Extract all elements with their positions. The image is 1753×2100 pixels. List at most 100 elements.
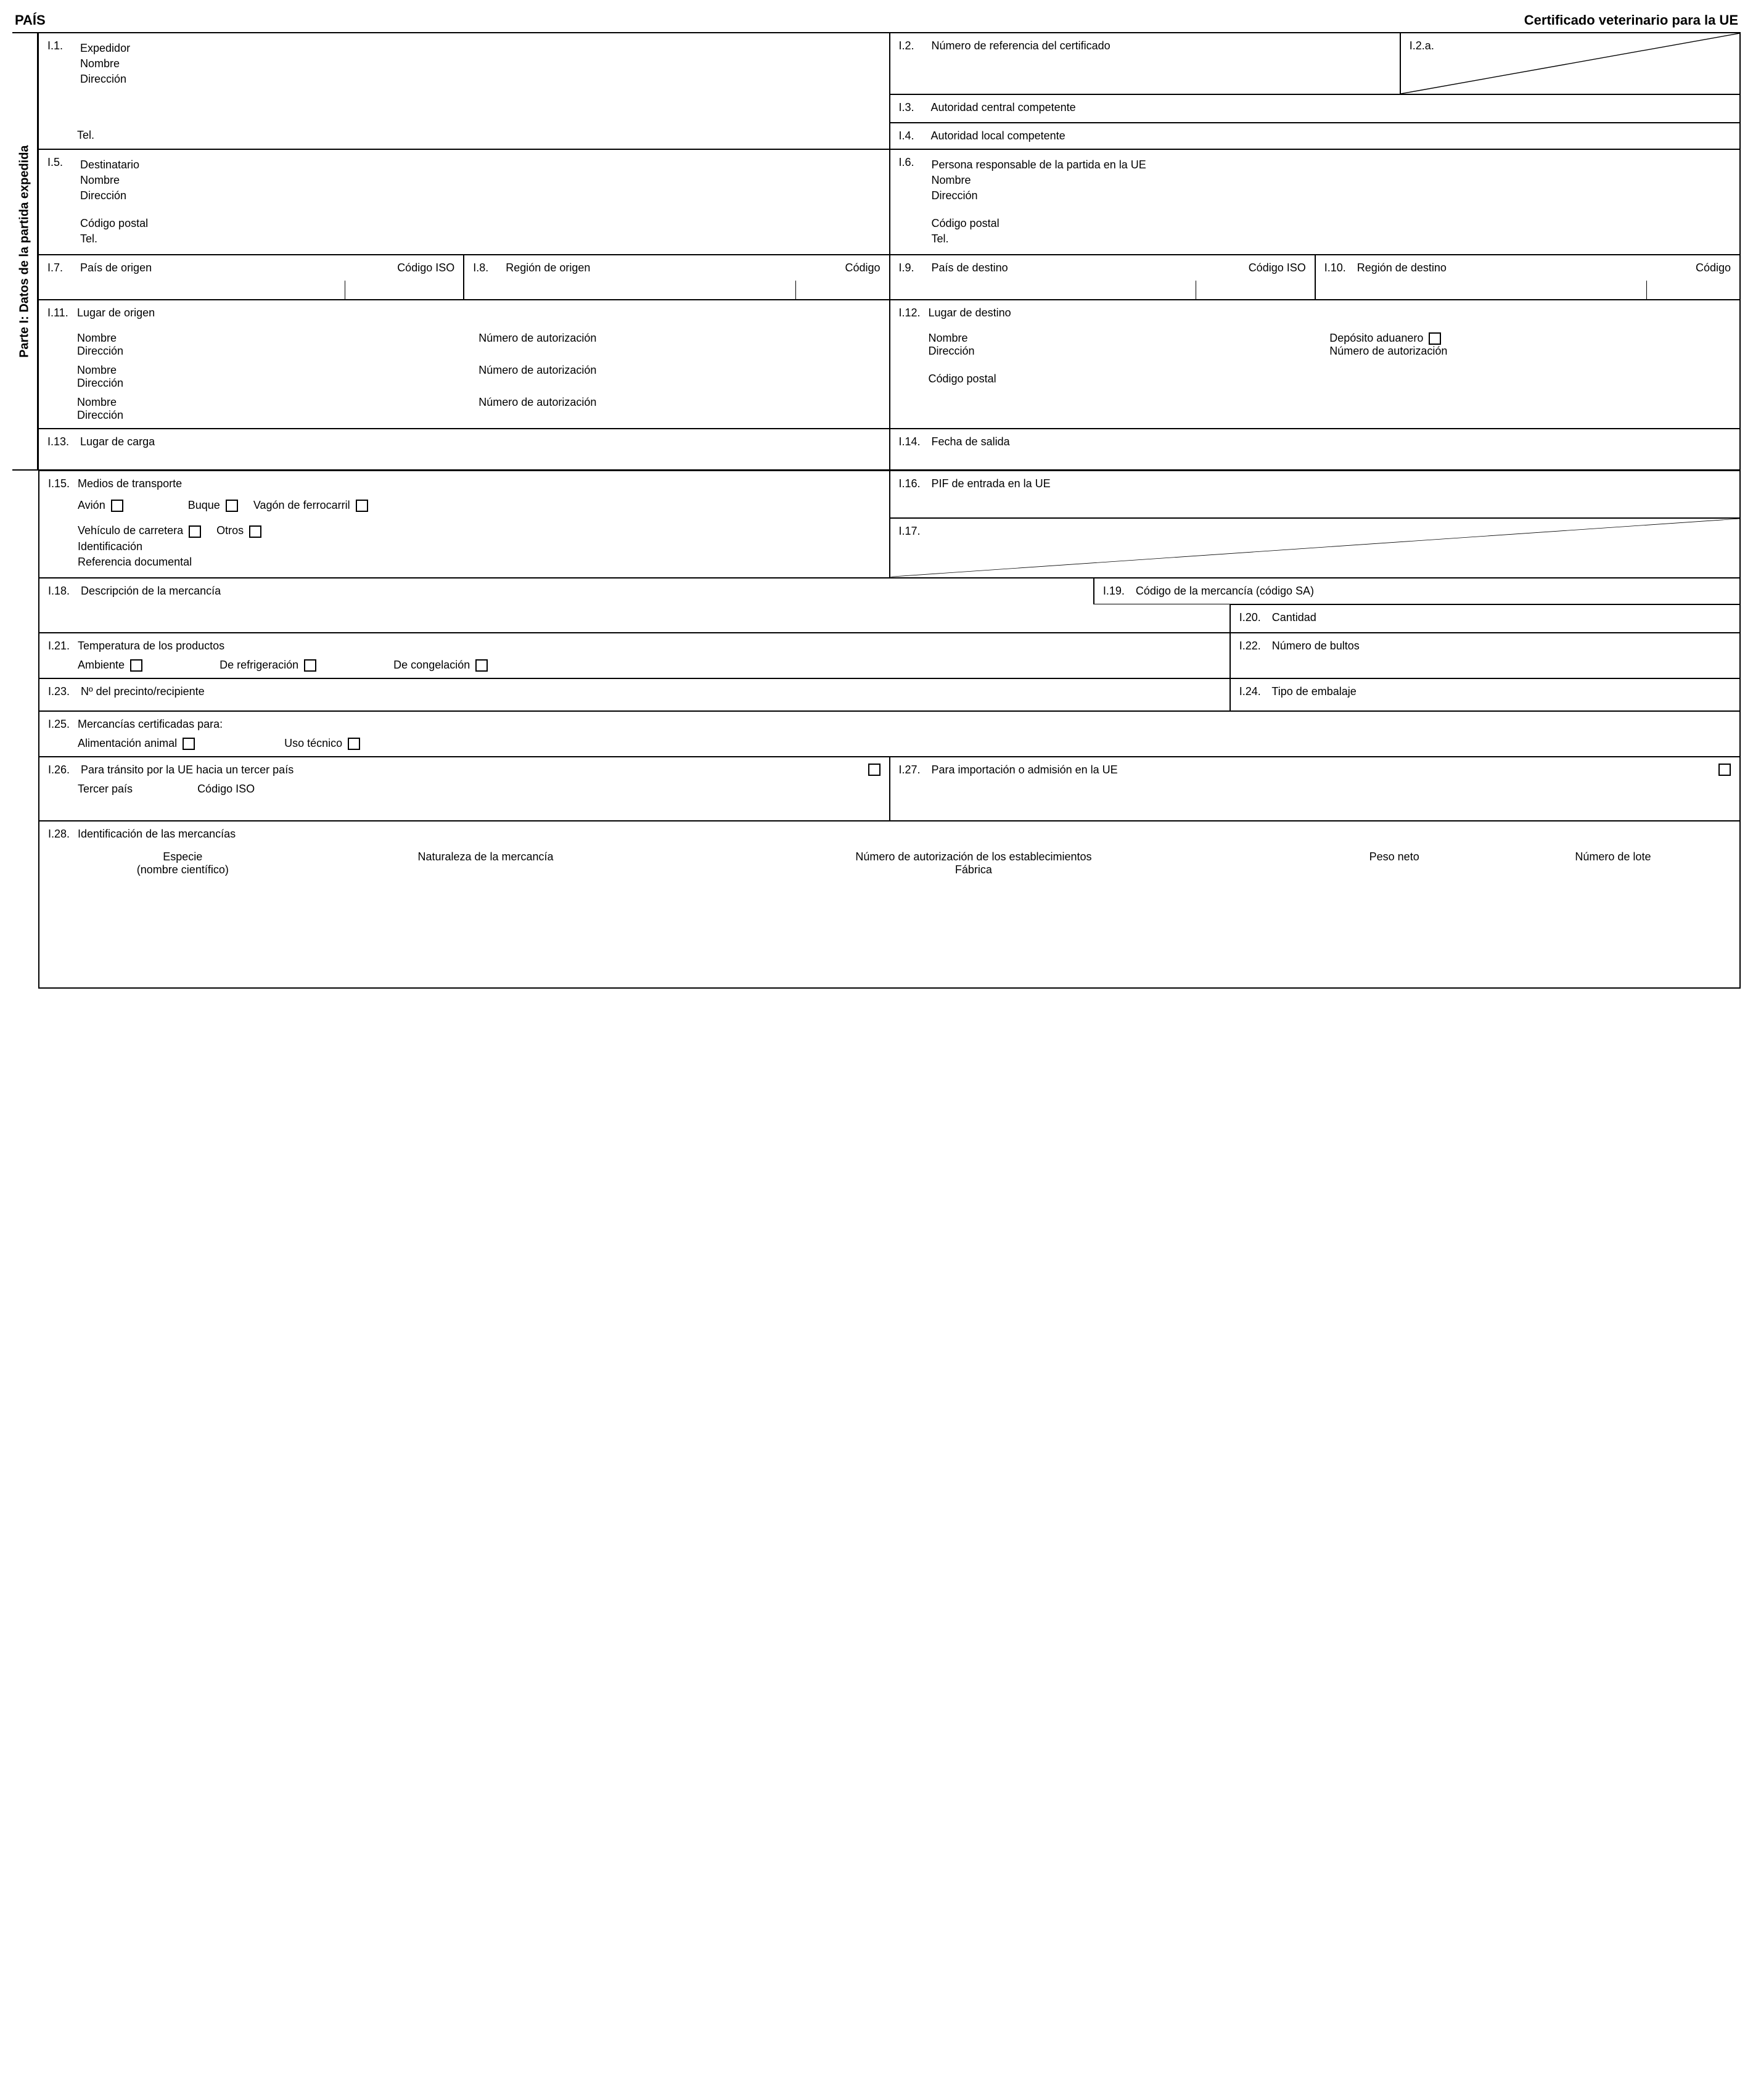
i11-auth-3: Número de autorización — [478, 396, 880, 409]
i27-title: Para importación o admisión en la UE — [932, 764, 1118, 776]
i4-title: Autoridad local competente — [931, 130, 1065, 142]
field-i12: I.12.Lugar de destino Nombre Depósito ad… — [890, 300, 1741, 429]
i15-road-checkbox[interactable] — [189, 525, 201, 538]
i5-postal: Código postal — [80, 217, 148, 230]
i7-num: I.7. — [47, 261, 77, 274]
i11-addr-2: Dirección — [77, 377, 881, 390]
i27-num: I.27. — [899, 764, 929, 776]
part-i-side-label: Parte I: Datos de la partida expedida — [12, 32, 38, 471]
i6-title: Persona responsable de la partida en la … — [932, 159, 1146, 171]
field-i5: I.5. Destinatario Nombre Dirección Códig… — [38, 149, 890, 255]
i12-num: I.12. — [899, 307, 929, 319]
field-i7: I.7. País de origen Código ISO — [38, 255, 464, 300]
i21-refr-checkbox[interactable] — [304, 659, 316, 672]
i25-tech: Uso técnico — [284, 737, 342, 749]
i11-name-2: Nombre — [77, 364, 478, 377]
field-i13: I.13. Lugar de carga — [38, 429, 890, 471]
i21-amb-checkbox[interactable] — [130, 659, 142, 672]
i27-checkbox[interactable] — [1718, 764, 1731, 776]
i11-name-3: Nombre — [77, 396, 478, 409]
i21-cong: De congelación — [393, 659, 470, 671]
i26-checkbox[interactable] — [868, 764, 881, 776]
field-i26: I.26. Para tránsito por la UE hacia un t… — [38, 757, 890, 821]
i28-col2: Naturaleza de la mercancía — [318, 850, 654, 876]
i25-feed: Alimentación animal — [78, 737, 177, 749]
certificate-form: PAÍS Certificado veterinario para la UE … — [12, 12, 1741, 989]
i6-num: I.6. — [899, 156, 929, 169]
i13-title: Lugar de carga — [80, 435, 155, 448]
field-i9: I.9. País de destino Código ISO — [890, 255, 1315, 300]
i13-num: I.13. — [47, 435, 77, 448]
i15-ship-checkbox[interactable] — [226, 500, 238, 512]
field-i23: I.23. Nº del precinto/recipiente — [38, 678, 1230, 711]
i7-title: País de origen — [80, 261, 152, 274]
i28-col1b: (nombre científico) — [48, 863, 318, 876]
i7-code: Código ISO — [397, 261, 454, 274]
i17-num: I.17. — [899, 525, 929, 538]
field-i27: I.27. Para importación o admisión en la … — [890, 757, 1741, 821]
i14-num: I.14. — [899, 435, 929, 448]
i9-title: País de destino — [932, 261, 1008, 274]
i25-num: I.25. — [48, 718, 78, 731]
i1-address: Dirección — [80, 73, 130, 86]
i12-customs-checkbox[interactable] — [1429, 332, 1441, 345]
i21-num: I.21. — [48, 640, 78, 653]
field-i1-top: I.1. Expedidor Nombre Dirección — [38, 32, 890, 94]
header-country: PAÍS — [15, 12, 46, 28]
field-i18-bot — [38, 604, 1230, 633]
i28-col5: Número de lote — [1495, 850, 1731, 876]
i15-rail-checkbox[interactable] — [356, 500, 368, 512]
i8-title: Región de origen — [506, 261, 590, 274]
field-i2a: I.2.a. — [1400, 32, 1741, 94]
i2-title: Número de referencia del certificado — [932, 39, 1111, 52]
i23-num: I.23. — [48, 685, 78, 698]
i12-auth: Número de autorización — [1329, 345, 1731, 358]
field-i14: I.14. Fecha de salida — [890, 429, 1741, 471]
i10-num: I.10. — [1324, 261, 1354, 274]
field-i20: I.20. Cantidad — [1230, 604, 1741, 633]
i15-plane-checkbox[interactable] — [111, 500, 123, 512]
i11-addr-3: Dirección — [77, 409, 881, 422]
i3-num: I.3. — [899, 101, 929, 114]
i15-rail: Vagón de ferrocarril — [253, 499, 350, 511]
i6-tel: Tel. — [932, 233, 1146, 245]
i17-diagonal — [890, 519, 1740, 577]
i5-title: Destinatario — [80, 159, 148, 171]
part-i-frame: Parte I: Datos de la partida expedida I.… — [12, 32, 1741, 471]
field-i8: I.8. Región de origen Código — [464, 255, 889, 300]
field-i24: I.24. Tipo de embalaje — [1230, 678, 1741, 711]
i11-addr-1: Dirección — [77, 345, 881, 358]
i12-postal: Código postal — [929, 373, 1731, 385]
i5-name: Nombre — [80, 174, 148, 187]
i15-other: Otros — [216, 524, 244, 537]
i2a-diagonal — [1401, 33, 1739, 94]
i11-num: I.11. — [47, 307, 77, 319]
i23-title: Nº del precinto/recipiente — [81, 685, 205, 698]
i28-title: Identificación de las mercancías — [78, 828, 236, 840]
i22-title: Número de bultos — [1272, 640, 1360, 652]
i20-title: Cantidad — [1272, 611, 1316, 624]
field-i18-top: I.18. Descripción de la mercancía — [38, 578, 1094, 604]
i8-num: I.8. — [473, 261, 503, 274]
field-i17: I.17. — [890, 518, 1741, 577]
i25-tech-checkbox[interactable] — [348, 738, 360, 750]
i15-plane: Avión — [78, 499, 105, 511]
i1-num: I.1. — [47, 39, 77, 52]
i26-num: I.26. — [48, 764, 78, 776]
i16-title: PIF de entrada en la UE — [932, 477, 1051, 490]
i15-id: Identificación — [78, 540, 881, 553]
i21-cong-checkbox[interactable] — [475, 659, 488, 672]
i12-customs: Depósito aduanero — [1329, 332, 1423, 344]
i14-title: Fecha de salida — [932, 435, 1010, 448]
i10-title: Región de destino — [1357, 261, 1447, 274]
field-i28: I.28.Identificación de las mercancías Es… — [38, 821, 1741, 989]
i15-other-checkbox[interactable] — [249, 525, 261, 538]
i15-title: Medios de transporte — [78, 477, 182, 490]
field-i1-bot: Tel. — [38, 123, 890, 149]
i19-title: Código de la mercancía (código SA) — [1136, 585, 1314, 597]
i10-code: Código — [1696, 261, 1731, 274]
i11-auth-1: Número de autorización — [478, 332, 880, 345]
i15-docref: Referencia documental — [78, 556, 881, 569]
i25-title: Mercancías certificadas para: — [78, 718, 223, 730]
i25-feed-checkbox[interactable] — [183, 738, 195, 750]
